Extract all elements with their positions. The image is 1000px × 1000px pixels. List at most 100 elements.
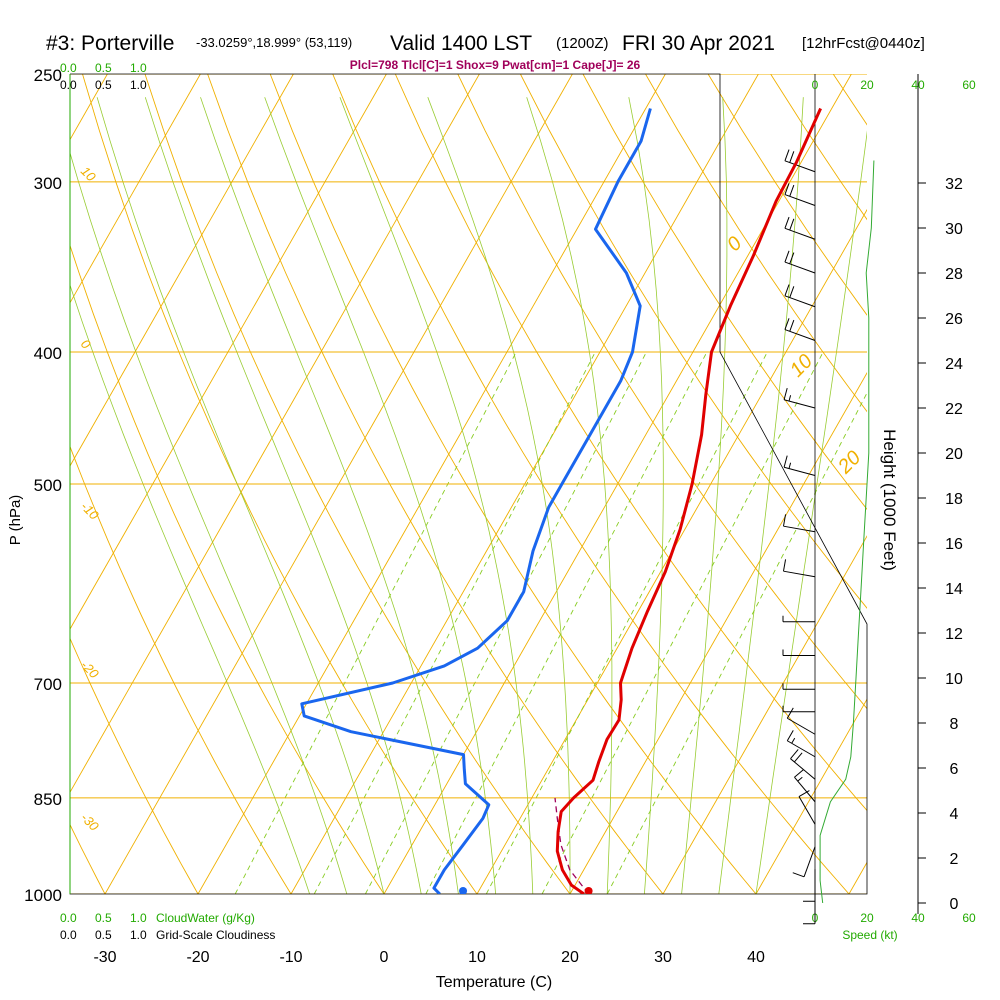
mixing-ratio-label: 12	[535, 900, 550, 915]
wind-barb	[792, 846, 816, 878]
wind-barb-feather	[788, 395, 792, 402]
temperature-tick-label: 40	[747, 949, 765, 966]
dry-adiabat-line	[457, 74, 867, 710]
speed-bottom-1: 20	[860, 911, 874, 925]
dry-adiabat-line	[144, 74, 571, 894]
dry-adiabat-line	[70, 823, 106, 894]
mixing-ratio-label: 20	[599, 900, 615, 915]
dry-adiabat-line	[582, 74, 867, 511]
plot-frame	[69, 73, 919, 914]
cloudiness-bottom-1: 0.5	[95, 928, 112, 942]
isotherm-label: -30	[78, 810, 102, 834]
wind-barb-feather	[789, 151, 795, 163]
wind-barb-feather	[783, 455, 788, 468]
wind-barb	[782, 649, 815, 656]
wind-barb-feather	[798, 790, 810, 797]
height-tick-label: 22	[945, 401, 963, 418]
moist-adiabat-line	[427, 97, 571, 894]
wind-barb	[786, 730, 816, 758]
dry-adiabat-line	[519, 74, 867, 609]
wind-barb-feather	[782, 559, 787, 572]
wind-barb-feather	[784, 149, 790, 161]
height-tick-label: 16	[945, 536, 963, 553]
cloudwater-top-0: 0.0	[60, 61, 77, 75]
pressure-tick-label: 850	[34, 790, 62, 809]
temperature-line	[555, 107, 822, 894]
wind-barb	[784, 318, 816, 341]
wind-barb-staff	[784, 261, 816, 274]
title-date: FRI 30 Apr 2021	[622, 32, 775, 55]
adiabat-label: 0	[723, 233, 746, 256]
cloudiness-label: Grid-Scale Cloudiness	[156, 928, 275, 942]
wind-barb	[784, 216, 816, 240]
height-tick-label: 20	[945, 446, 963, 463]
height-tick-label: 0	[950, 896, 959, 913]
height-tick-label: 10	[945, 671, 963, 688]
wind-barb	[798, 790, 816, 825]
height-tick-label: 12	[945, 626, 963, 643]
mixing-ratio-line	[541, 351, 824, 894]
cloudiness-bottom-2: 1.0	[130, 928, 147, 942]
dry-adiabat-line	[958, 74, 1000, 923]
speed-bottom-2: 40	[911, 911, 925, 925]
mixing-ratio-label: 3	[362, 900, 370, 915]
wind-barb-feather	[792, 872, 805, 878]
temperature-tick-label: -10	[279, 949, 302, 966]
wind-barbs	[782, 149, 875, 925]
pressure-tick-label: 1000	[24, 886, 62, 905]
moist-adiabat-line	[755, 130, 867, 894]
wind-barb-feather	[784, 318, 790, 330]
dewpoint-line	[300, 108, 652, 894]
wind-barb	[783, 387, 816, 409]
height-tick-label: 4	[950, 806, 959, 823]
moist-adiabat-line	[628, 97, 664, 894]
wind-barb	[782, 559, 816, 578]
wind-barb	[803, 891, 816, 925]
isotherm-line	[848, 861, 867, 894]
temperature-tick-label: 20	[561, 949, 579, 966]
dry-adiabat-line	[207, 74, 664, 894]
wind-barb	[794, 769, 816, 803]
title-zulu: (1200Z)	[556, 35, 609, 52]
wind-barb-feather	[784, 284, 790, 296]
wind-barb-feather	[789, 218, 795, 231]
title-coords: -33.0259°,18.999° (53,119)	[196, 35, 352, 50]
mixing-ratio-line	[425, 351, 708, 894]
wind-barb-feather	[784, 250, 790, 263]
wind-barb-staff	[798, 796, 816, 825]
wind-barb-feather	[789, 286, 795, 298]
moist-adiabat-line	[339, 97, 534, 894]
wind-barb	[784, 183, 816, 206]
moist-adiabat-line	[264, 97, 496, 894]
moist-adiabat-line	[70, 283, 310, 894]
moist-adiabat-line	[96, 97, 385, 894]
dry-adiabat-line	[394, 74, 867, 812]
temperature-tick-label: 10	[468, 949, 486, 966]
isotherm-line	[70, 74, 201, 304]
wind-speed-profile	[819, 160, 875, 904]
temperature-tick-label: 0	[380, 949, 389, 966]
surface-dewpoint-marker	[459, 887, 468, 894]
dry-adiabat-line	[70, 637, 199, 894]
pressure-tick-label: 250	[34, 66, 62, 85]
cloudiness-scale-bottom: 0.0 0.5 1.0 Grid-Scale Cloudiness	[60, 928, 275, 942]
wind-barb	[782, 683, 815, 690]
mixing-ratio-label: 2	[310, 900, 319, 915]
cloudwater-top-2: 1.0	[130, 61, 147, 75]
isotherm-line	[755, 698, 867, 894]
mixing-ratio-line	[313, 351, 596, 894]
surface-temperature-marker	[584, 887, 593, 894]
wind-barb-staff	[783, 466, 816, 476]
speed-scale-bottom: 0 20 40 60	[812, 911, 976, 925]
wind-barb-staff	[783, 525, 816, 533]
wind-barb	[782, 514, 816, 533]
wind-barb-feather	[782, 514, 787, 527]
x-axis-title: Temperature (C)	[436, 974, 552, 991]
speed-top-0: 0	[812, 78, 819, 92]
isotherm-label: -10	[78, 499, 102, 523]
wind-barb-feather	[794, 769, 804, 778]
height-tick-label: 18	[945, 491, 963, 508]
wind-barb-feather	[784, 216, 790, 229]
